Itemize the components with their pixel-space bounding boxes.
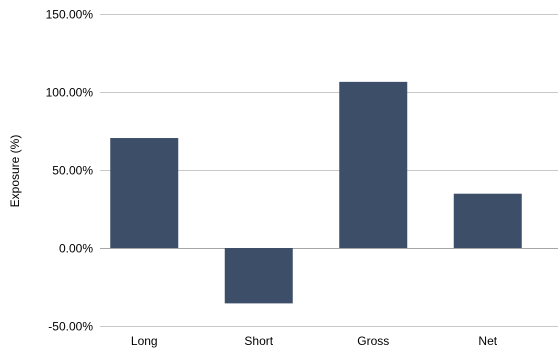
y-tick-label: 100.00% [46, 86, 94, 100]
x-tick-labels: Long Short Gross Net [131, 334, 498, 348]
bar-long [110, 138, 179, 248]
bar-net [453, 193, 522, 248]
y-tick-label: 50.00% [52, 164, 93, 178]
y-tick-label: -50.00% [48, 320, 93, 334]
x-tick-label-short: Short [244, 334, 273, 348]
bar-short [224, 248, 293, 304]
x-tick-label-gross: Gross [357, 334, 389, 348]
y-tick-label: 0.00% [59, 242, 93, 256]
y-tick-labels: -50.00% 0.00% 50.00% 100.00% 150.00% [46, 8, 94, 334]
x-tick-label-net: Net [478, 334, 497, 348]
y-axis-label: Exposure (%) [8, 135, 22, 208]
bar-gross [339, 81, 408, 248]
y-tick-label: 150.00% [46, 8, 94, 22]
x-tick-label-long: Long [131, 334, 158, 348]
bars [110, 81, 522, 304]
